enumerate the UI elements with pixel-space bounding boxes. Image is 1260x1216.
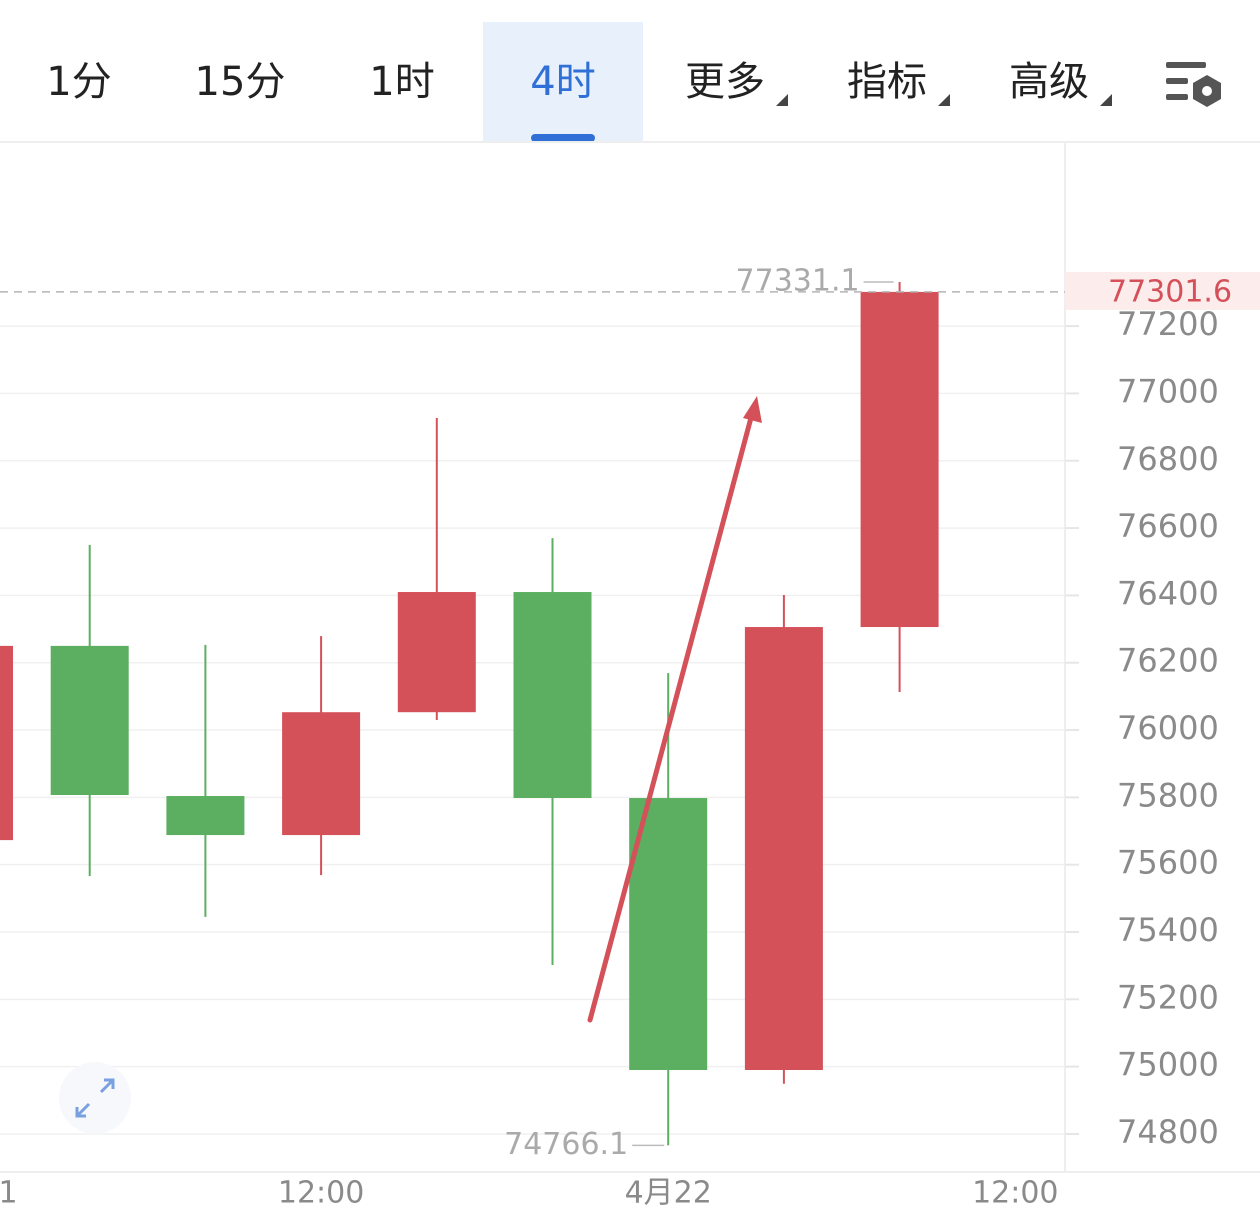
- settings-icon[interactable]: [1166, 62, 1221, 107]
- tab[interactable]: 指标: [847, 59, 927, 105]
- y-tick-label: 74800: [1117, 1113, 1219, 1151]
- y-tick-label: 76400: [1117, 574, 1219, 612]
- y-tick-label: 75200: [1117, 978, 1219, 1016]
- y-tick-label: 75600: [1117, 844, 1219, 882]
- x-tick-label: 12:00: [278, 1176, 364, 1211]
- tab-indicator: [531, 134, 595, 142]
- y-tick-label: 75400: [1117, 911, 1219, 949]
- trend-arrow: [587, 396, 762, 1023]
- low-label: 74766.1: [504, 1127, 628, 1162]
- plot: 74800 75000 75200 75400 75600 75800 76000 76200…: [0, 263, 1260, 1211]
- dropdown-arrow: [776, 94, 788, 106]
- tab[interactable]: 15分: [195, 59, 286, 105]
- y-tick-label: 75800: [1117, 776, 1219, 814]
- x-tick-label: 12:00: [972, 1176, 1058, 1211]
- tab[interactable]: 1时: [369, 59, 434, 105]
- y-tick-label: 76800: [1117, 440, 1219, 478]
- price-tag: 77301.6: [1108, 274, 1232, 309]
- high-label: 77331.1: [736, 263, 860, 298]
- tab[interactable]: 高级: [1009, 59, 1089, 105]
- dropdown-arrow: [938, 94, 950, 106]
- x-tick-label: 4月22: [625, 1176, 712, 1211]
- dropdown-arrow: [1100, 94, 1112, 106]
- candle-body: [860, 291, 939, 628]
- y-tick-label: 77200: [1117, 305, 1219, 343]
- candle-body: [513, 592, 592, 799]
- y-tick-label: 76200: [1117, 642, 1219, 680]
- expand-button[interactable]: [59, 1062, 131, 1134]
- tab[interactable]: 1分: [46, 59, 111, 105]
- tab[interactable]: 更多: [685, 59, 765, 105]
- y-tick-label: 75000: [1117, 1046, 1219, 1084]
- candle-body: [744, 627, 823, 1071]
- candle-body: [50, 645, 129, 796]
- candle-body: [397, 592, 476, 713]
- y-tick-label: 76000: [1117, 709, 1219, 747]
- candle-body: [629, 798, 708, 1071]
- candle-body: [166, 796, 245, 836]
- x-tick-label: 1: [0, 1176, 18, 1211]
- y-tick-label: 76600: [1117, 507, 1219, 545]
- tab[interactable]: 4时: [530, 59, 595, 105]
- y-tick-label: 77000: [1117, 372, 1219, 410]
- candle-body: [0, 645, 13, 841]
- price-tag-bg: [1065, 271, 1260, 310]
- tab-selected-bg: [483, 22, 643, 142]
- candle-body: [282, 712, 361, 836]
